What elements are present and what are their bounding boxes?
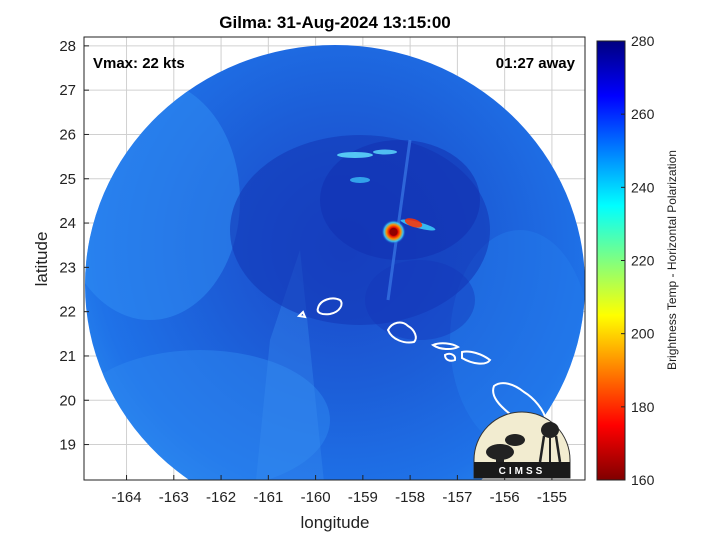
y-ticks: 19 20 21 22 23 24 25 26 27 28 — [59, 38, 89, 454]
y-tick-label: 23 — [59, 259, 76, 276]
time-away-annotation: 01:27 away — [496, 55, 576, 72]
y-tick-label: 22 — [59, 304, 76, 321]
x-axis-label: longitude — [300, 513, 369, 532]
x-tick-label: -162 — [206, 489, 236, 506]
storm-band — [404, 218, 423, 228]
y-tick-label: 26 — [59, 126, 76, 143]
colorbar-ticks: 160 180 200 220 240 260 280 — [621, 33, 655, 488]
colorbar-tick-label: 200 — [631, 326, 655, 342]
y-tick-label: 27 — [59, 82, 76, 99]
colorbar-tick-label: 260 — [631, 106, 655, 122]
colorbar-tick-label: 220 — [631, 253, 655, 269]
cimss-logo: CIMSS — [473, 411, 571, 479]
plot-area: -164 -163 -162 -161 -160 -159 -158 -157 -156 -155… — [59, 36, 586, 506]
x-tick-label: -156 — [490, 489, 520, 506]
x-tick-label: -161 — [253, 489, 283, 506]
x-tick-label: -158 — [395, 489, 425, 506]
chart-title: Gilma: 31-Aug-2024 13:15:00 — [219, 13, 451, 32]
y-tick-label: 20 — [59, 392, 76, 409]
x-tick-label: -160 — [301, 489, 331, 506]
colorbar: 160 180 200 220 240 260 280 Brightness Temp - … — [596, 33, 679, 488]
colorbar-tick-label: 280 — [631, 33, 655, 49]
y-tick-label: 21 — [59, 348, 76, 365]
y-tick-label: 24 — [59, 215, 76, 232]
x-tick-label: -159 — [348, 489, 378, 506]
vmax-annotation: Vmax: 22 kts — [93, 55, 185, 72]
x-tick-label: -157 — [442, 489, 472, 506]
y-axis-label: latitude — [32, 232, 51, 287]
colorbar-tick-label: 160 — [631, 472, 655, 488]
x-ticks: -164 -163 -162 -161 -160 -159 -158 -157 -156 -155 — [112, 475, 567, 506]
y-tick-label: 28 — [59, 38, 76, 55]
colorbar-tick-label: 240 — [631, 179, 655, 195]
y-tick-label: 25 — [59, 171, 76, 188]
colorbar-label: Brightness Temp - Horizontal Polarizatio… — [665, 150, 679, 370]
x-tick-label: -163 — [159, 489, 189, 506]
storm-core-center — [389, 227, 398, 236]
colorbar-tick-label: 180 — [631, 399, 655, 415]
x-tick-label: -155 — [537, 489, 567, 506]
logo-text: CIMSS — [499, 466, 546, 477]
x-tick-label: -164 — [112, 489, 142, 506]
y-tick-label: 19 — [59, 437, 76, 454]
